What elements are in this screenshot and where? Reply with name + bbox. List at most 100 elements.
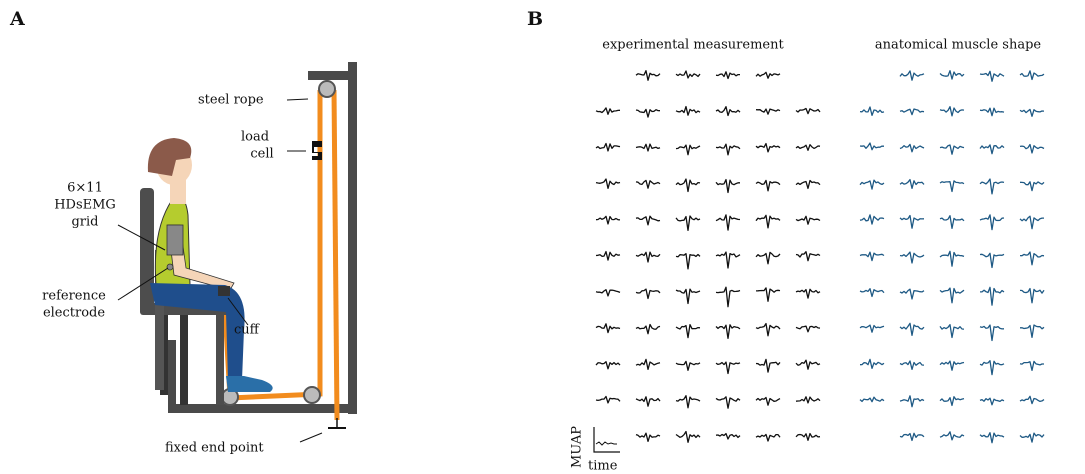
- muap-waveform: [716, 215, 740, 230]
- muap-waveform: [716, 252, 740, 268]
- muap-waveform: [1020, 289, 1044, 303]
- muap-waveform: [1020, 433, 1044, 442]
- muap-waveform: [676, 361, 700, 370]
- muap-waveform: [756, 435, 780, 442]
- muap-waveform: [940, 181, 964, 192]
- muap-waveform: [860, 289, 884, 297]
- muap-waveform: [676, 396, 700, 408]
- muap-waveform: [1020, 252, 1044, 265]
- label-load-cell: load: [241, 130, 269, 145]
- muap-grids: [596, 71, 1044, 443]
- muap-waveform: [636, 397, 660, 406]
- muap-waveform: [716, 144, 740, 155]
- panel-label: A: [9, 8, 25, 30]
- muap-waveform: [900, 361, 924, 369]
- muap-waveform: [980, 108, 1004, 116]
- muap-waveform: [756, 180, 780, 190]
- muap-waveform: [860, 359, 884, 368]
- muap-waveform: [900, 71, 924, 80]
- muap-waveform: [756, 215, 780, 228]
- setup-drawing: [118, 62, 357, 442]
- muap-waveform: [596, 179, 620, 188]
- muap-waveform: [940, 397, 964, 406]
- muap-waveform: [860, 107, 884, 115]
- muap-waveform: [676, 254, 700, 269]
- muap-waveform: [756, 144, 780, 152]
- muap-waveform: [900, 109, 924, 115]
- muap-waveform: [900, 323, 924, 335]
- muap-waveform: [716, 107, 740, 116]
- muap-waveform: [676, 325, 700, 338]
- muap-waveform: [716, 287, 740, 307]
- muap-waveform: [980, 215, 1004, 230]
- muap-waveform: [796, 216, 820, 224]
- grid-title: anatomical muscle shape: [875, 38, 1041, 53]
- figure: A B: [0, 0, 1085, 474]
- muap-waveform: [1020, 182, 1044, 191]
- muap-waveform: [980, 433, 1004, 443]
- axis-label: MUAP: [570, 426, 585, 468]
- muap-waveform: [796, 145, 820, 151]
- muap-waveform: [940, 251, 964, 266]
- muap-waveform: [716, 397, 740, 408]
- muap-waveform: [900, 289, 924, 299]
- muap-waveform: [980, 287, 1004, 305]
- muap-waveform: [596, 216, 620, 224]
- label-grid: grid: [71, 215, 98, 230]
- muap-waveform: [676, 179, 700, 191]
- muap-waveform: [900, 144, 924, 151]
- label-cuff: cuff: [234, 323, 261, 338]
- muap-waveform: [636, 359, 660, 369]
- label-steel-rope: steel rope: [198, 93, 264, 108]
- label-fixed-end: fixed end point: [165, 441, 264, 456]
- muap-waveform: [676, 71, 700, 78]
- muap-waveform: [900, 252, 924, 263]
- muap-waveform: [796, 289, 820, 298]
- muap-waveform: [716, 180, 740, 193]
- muap-waveform: [796, 326, 820, 332]
- muap-waveform: [716, 325, 740, 339]
- muap-waveform: [940, 432, 964, 440]
- label-reference: reference: [42, 289, 106, 304]
- muap-waveform: [900, 180, 924, 189]
- label-load-cell: cell: [250, 147, 273, 162]
- muap-waveform: [860, 143, 884, 150]
- muap-waveform: [940, 145, 964, 154]
- muap-waveform: [1020, 71, 1044, 80]
- muap-waveform: [1020, 216, 1044, 229]
- muap-waveform: [596, 144, 620, 151]
- grid-title: experimental measurement: [602, 38, 784, 53]
- muap-waveform: [980, 325, 1004, 341]
- muap-waveform: [676, 216, 700, 230]
- muap-waveform: [636, 180, 660, 188]
- muap-waveform: [636, 71, 660, 81]
- muap-waveform: [596, 290, 620, 296]
- muap-waveform: [756, 109, 780, 114]
- muap-waveform: [796, 434, 820, 441]
- muap-waveform: [796, 360, 820, 369]
- muap-waveform: [676, 145, 700, 155]
- muap-waveform: [940, 325, 964, 338]
- muap-waveform: [756, 252, 780, 263]
- muap-waveform: [900, 396, 924, 407]
- muap-waveform: [636, 325, 660, 334]
- muap-waveform: [1020, 145, 1044, 154]
- muap-waveform: [756, 359, 780, 372]
- muap-waveform: [940, 71, 964, 79]
- muap-waveform: [940, 288, 964, 303]
- muap-waveform: [796, 397, 820, 403]
- muap-waveform: [756, 288, 780, 301]
- muap-waveform: [796, 181, 820, 189]
- muap-waveform: [860, 397, 884, 402]
- muap-waveform: [860, 215, 884, 224]
- muap-waveform: [860, 325, 884, 332]
- muap-waveform: [596, 324, 620, 333]
- muap-waveform: [716, 434, 740, 439]
- muap-waveform: [940, 107, 964, 116]
- muap-waveform: [676, 107, 700, 116]
- muap-waveform: [796, 252, 820, 261]
- axis-label: time: [588, 459, 618, 474]
- muap-waveform: [796, 109, 820, 114]
- muap-waveform: [596, 252, 620, 261]
- muap-waveform: [860, 252, 884, 260]
